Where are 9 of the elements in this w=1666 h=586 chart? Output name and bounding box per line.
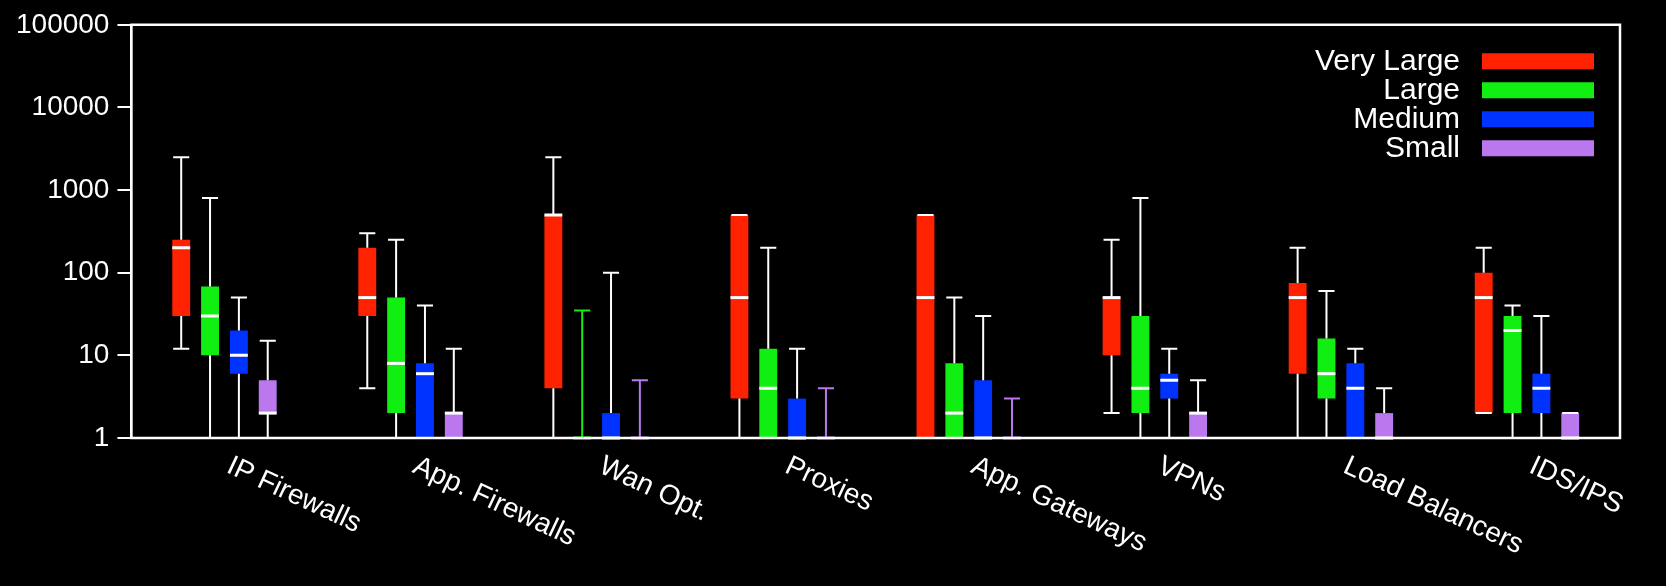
y-tick-label: 100 [62, 255, 110, 287]
y-tick-label: 10 [78, 338, 110, 370]
y-tick-label: 10000 [31, 90, 110, 122]
y-tick-label: 100000 [16, 7, 110, 39]
x-tick-label: Wan Opt. [594, 449, 715, 527]
y-tick-label: 1 [93, 420, 110, 452]
legend-label: Small [1384, 129, 1460, 163]
y-tick-label: 1000 [47, 172, 110, 204]
x-tick-label: VPNs [1153, 449, 1232, 508]
